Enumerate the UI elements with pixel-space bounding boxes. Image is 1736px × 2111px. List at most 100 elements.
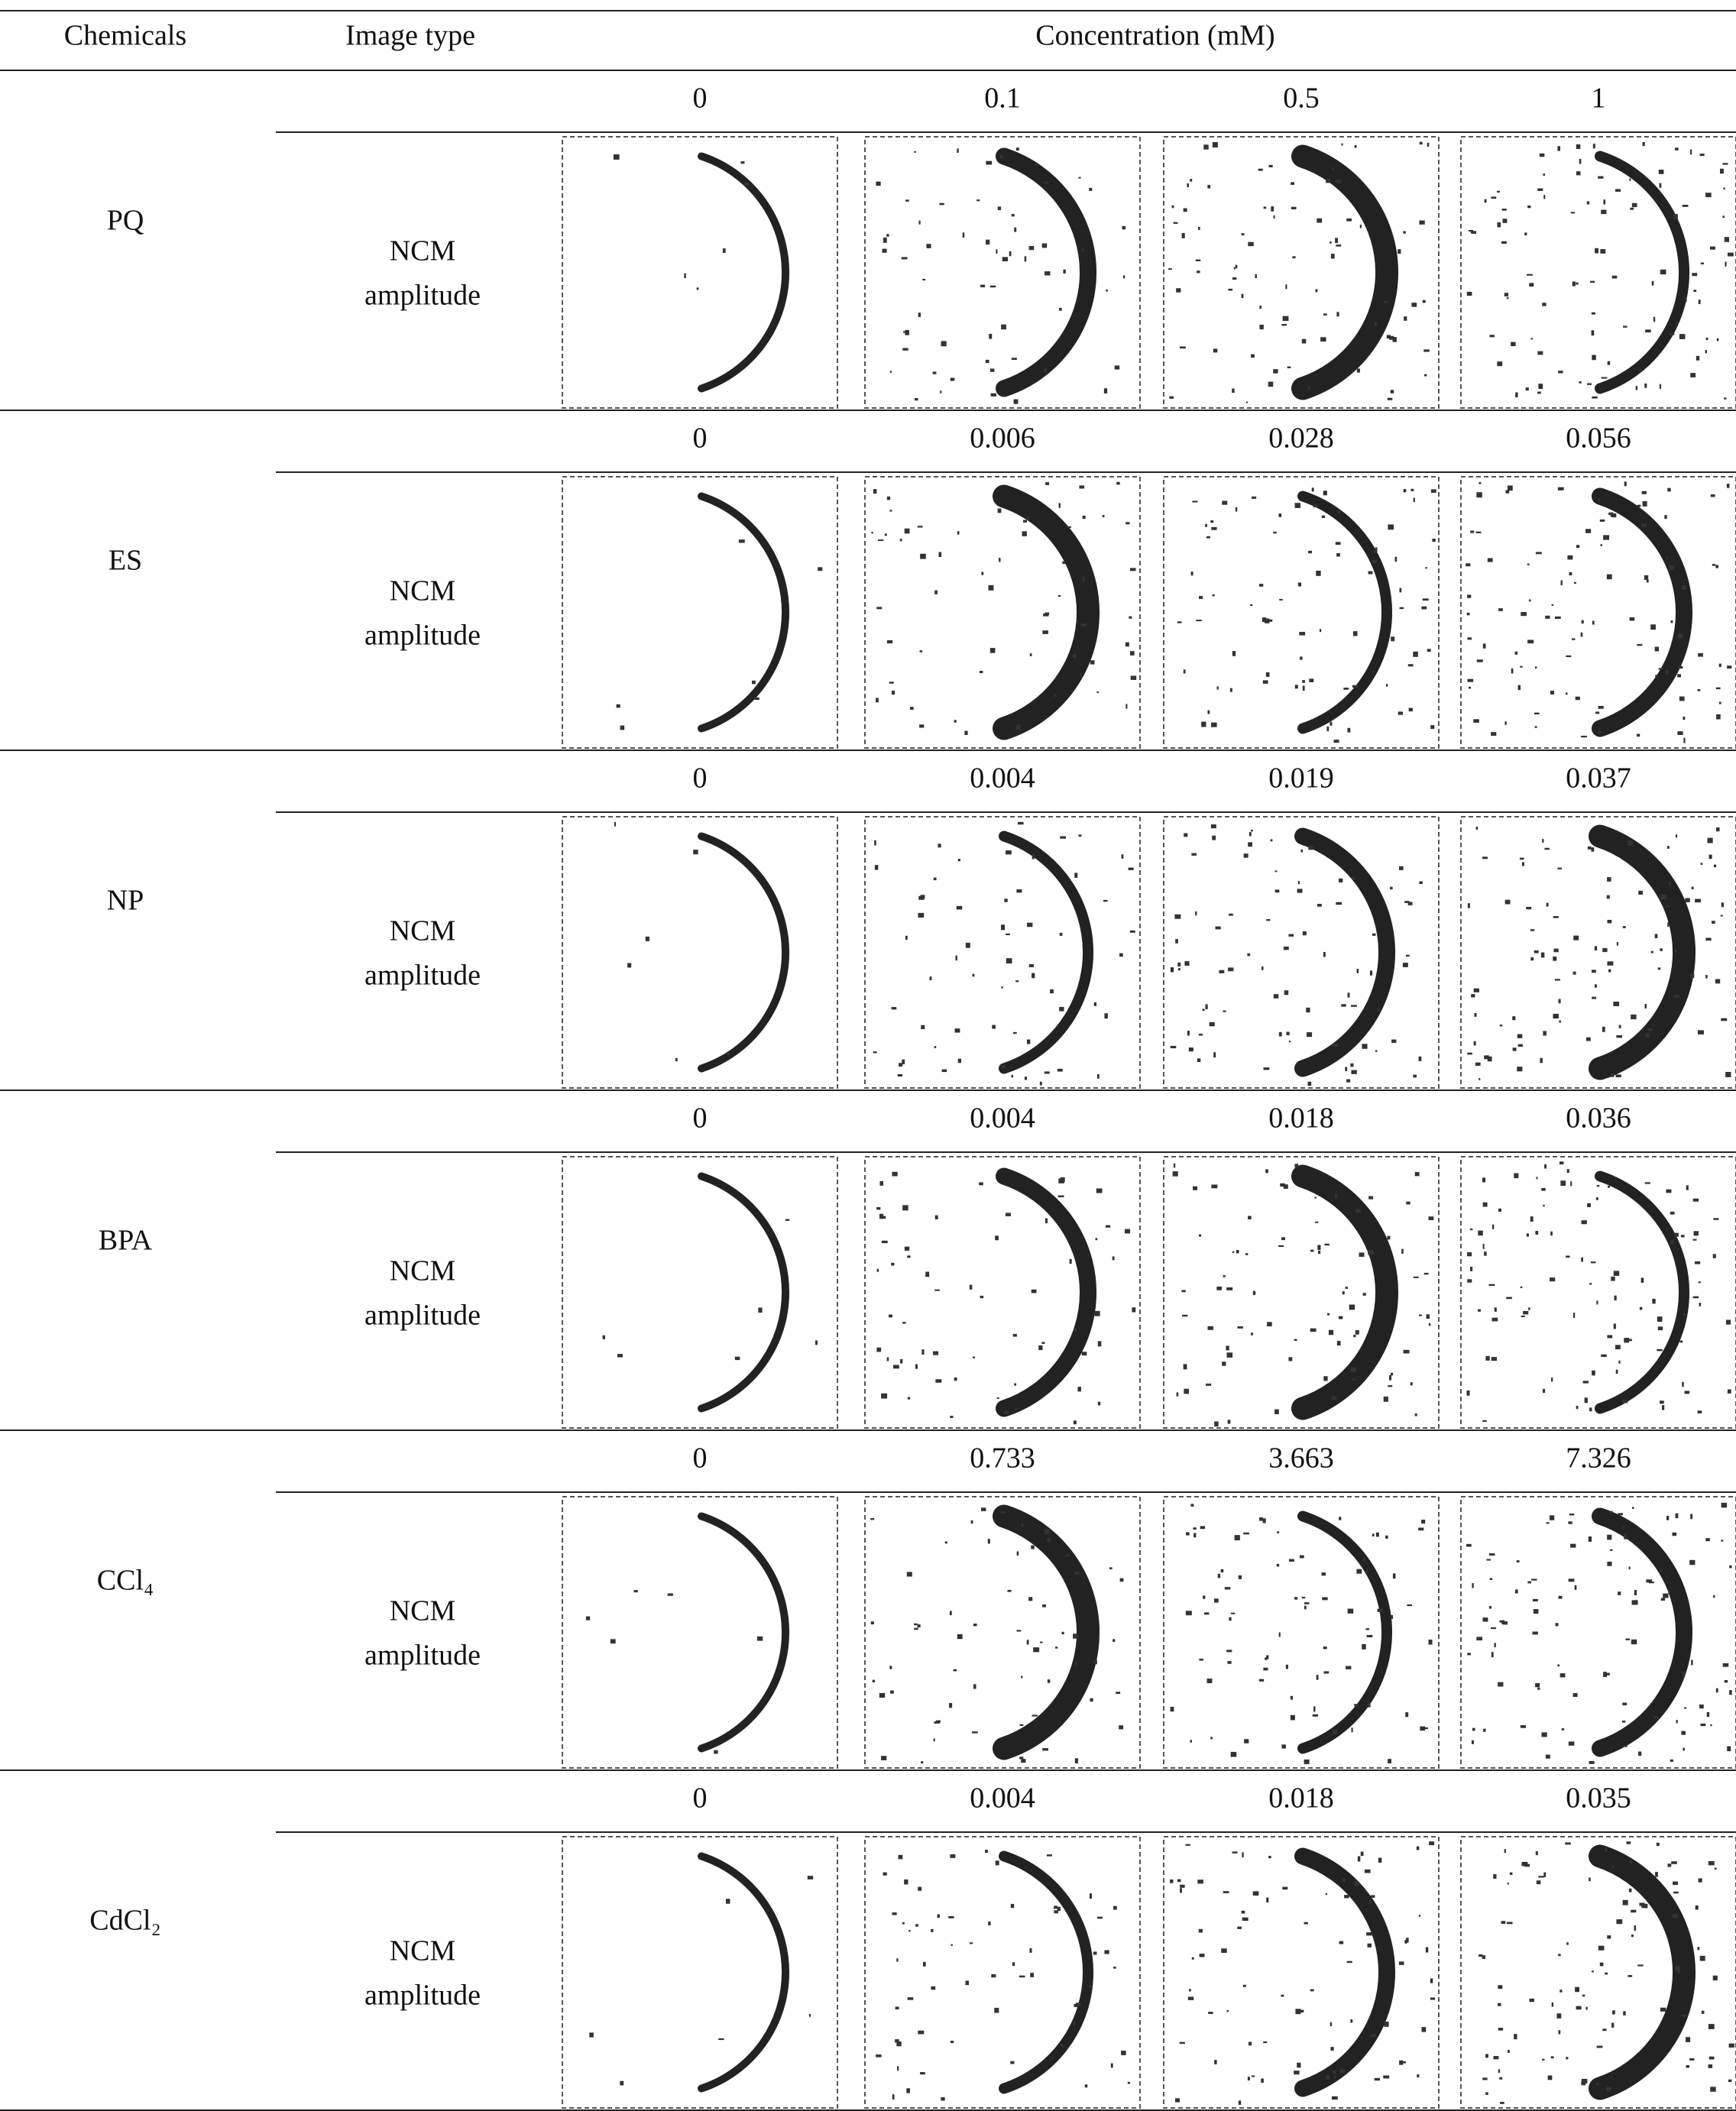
speckle xyxy=(1205,1004,1207,1009)
speckle xyxy=(1517,1067,1522,1071)
speckle xyxy=(1171,967,1174,972)
speckle xyxy=(1387,1236,1390,1240)
speckle xyxy=(1684,1708,1686,1709)
speckle xyxy=(1727,1747,1731,1752)
speckle xyxy=(1719,702,1721,704)
speckle xyxy=(1310,1329,1317,1332)
speckle xyxy=(930,976,932,980)
speckle xyxy=(986,360,989,363)
speckle xyxy=(1022,531,1027,536)
speckle xyxy=(1502,209,1507,211)
speckle xyxy=(1045,271,1050,275)
image-frame xyxy=(562,817,837,1088)
speckle xyxy=(1614,1323,1616,1329)
speckle xyxy=(1696,356,1699,361)
speckle xyxy=(1666,905,1670,907)
speckle xyxy=(1307,1032,1312,1037)
speckle xyxy=(1123,275,1125,278)
speckle xyxy=(1645,329,1650,332)
speckle xyxy=(1177,1880,1181,1883)
speckle xyxy=(1527,1582,1531,1584)
speckle xyxy=(1090,1698,1093,1701)
speckle xyxy=(1191,853,1197,856)
speckle xyxy=(938,843,941,847)
speckle xyxy=(1391,1615,1393,1619)
speckle xyxy=(971,1520,973,1523)
speckle xyxy=(1511,342,1516,346)
speckle xyxy=(1419,221,1424,225)
speckle xyxy=(1073,1633,1078,1638)
speckle xyxy=(996,1860,999,1865)
speckle xyxy=(1312,487,1314,491)
speckle xyxy=(918,913,924,918)
concentration: 0.037 xyxy=(1566,762,1631,795)
crescent xyxy=(1600,1177,1684,1409)
speckle xyxy=(1330,2022,1332,2026)
speckle xyxy=(1587,1203,1591,1207)
speckle xyxy=(1184,1364,1187,1369)
speckle xyxy=(1677,674,1681,677)
speckle xyxy=(1651,951,1653,954)
speckle xyxy=(1676,1720,1678,1723)
speckle xyxy=(1061,1632,1064,1634)
speckle xyxy=(1211,824,1216,828)
speckle xyxy=(1631,1910,1636,1913)
speckle xyxy=(1213,348,1217,352)
speckle xyxy=(1716,1688,1718,1693)
speckle xyxy=(1368,571,1373,575)
speckle xyxy=(1388,398,1393,400)
speckle xyxy=(1484,1251,1487,1255)
speckle xyxy=(922,279,925,280)
speckle xyxy=(1515,652,1517,655)
speckle xyxy=(1612,276,1618,279)
speckle xyxy=(1291,1696,1293,1700)
speckle xyxy=(1061,1177,1065,1182)
speckle xyxy=(1579,159,1582,164)
speckle xyxy=(1576,697,1580,700)
speckle xyxy=(1119,1725,1123,1729)
speckle xyxy=(1287,367,1291,368)
speckle xyxy=(1426,1947,1428,1953)
speckle xyxy=(1576,283,1578,285)
speckle xyxy=(1303,931,1307,935)
speckle xyxy=(752,681,756,685)
speckle xyxy=(1332,1044,1337,1047)
speckle xyxy=(990,648,996,653)
image-type: amplitude xyxy=(364,620,481,652)
speckle xyxy=(914,1624,918,1625)
speckle xyxy=(1371,2035,1377,2037)
speckle xyxy=(1601,210,1606,215)
speckle xyxy=(1207,711,1210,714)
speckle xyxy=(1520,666,1522,668)
speckle xyxy=(1248,2077,1250,2080)
speckle xyxy=(1025,256,1027,261)
speckle xyxy=(926,244,931,248)
speckle xyxy=(1075,1662,1077,1666)
speckle xyxy=(1245,1253,1248,1255)
speckle xyxy=(970,1285,973,1290)
speckle xyxy=(1103,515,1105,517)
speckle xyxy=(1415,1172,1420,1176)
speckle xyxy=(1054,694,1056,697)
speckle xyxy=(951,2041,954,2043)
image-frame xyxy=(1461,1497,1736,1768)
speckle xyxy=(1313,1706,1315,1711)
speckle xyxy=(1676,322,1678,326)
image-type: amplitude xyxy=(364,280,481,312)
speckle xyxy=(1547,903,1549,907)
speckle xyxy=(1201,722,1206,727)
speckle xyxy=(1729,1690,1732,1695)
speckle xyxy=(902,257,908,259)
speckle xyxy=(1310,1990,1314,1992)
speckle xyxy=(871,1621,874,1624)
speckle xyxy=(1232,1251,1235,1253)
speckle xyxy=(1353,1335,1355,1337)
speckle xyxy=(1653,1716,1658,1718)
speckle xyxy=(1561,581,1563,585)
speckle xyxy=(1346,1287,1348,1289)
speckle xyxy=(1555,979,1560,980)
speckle xyxy=(994,2008,999,2013)
speckle xyxy=(1403,231,1405,233)
speckle xyxy=(1674,995,1679,998)
speckle xyxy=(1510,1873,1512,1875)
